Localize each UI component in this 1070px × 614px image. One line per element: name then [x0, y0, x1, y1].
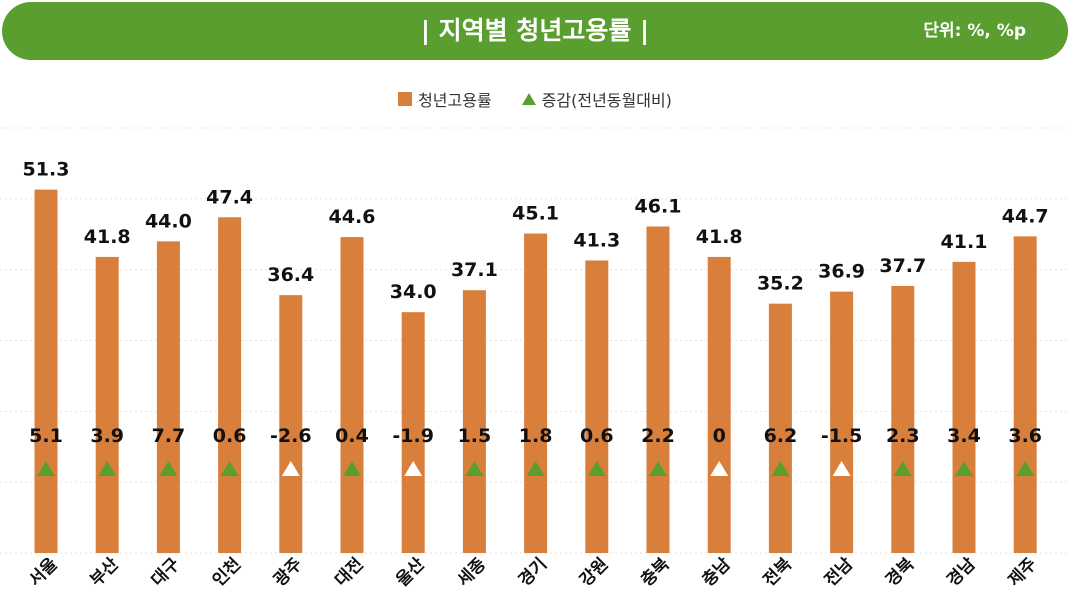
triangle-outline-icon	[404, 461, 423, 476]
triangle-outline-icon	[281, 461, 300, 476]
bar-11	[646, 226, 670, 554]
change-value-label: 3.6	[1008, 425, 1042, 447]
bar-value-label: 47.4	[206, 186, 253, 208]
change-value-label: 3.4	[947, 425, 981, 447]
triangle-up-icon	[220, 461, 239, 476]
bar-value-label: 44.0	[145, 210, 192, 232]
legend-swatch-rate	[398, 92, 413, 106]
change-value-label: 1.5	[458, 425, 492, 447]
category-label: 충남	[698, 554, 735, 591]
category-label: 전남	[821, 554, 858, 591]
triangle-up-icon	[771, 461, 790, 476]
change-value-label: -2.6	[270, 425, 312, 447]
change-value-label: 2.2	[641, 425, 675, 447]
legend-item-change: 증감(전년동월대비)	[521, 87, 672, 111]
legend-label-rate: 청년고용률	[418, 91, 492, 110]
legend-label-change: 증감(전년동월대비)	[541, 91, 672, 110]
bar-14	[830, 291, 854, 553]
change-value-label: 2.3	[886, 425, 920, 447]
change-value-label: 0.6	[213, 425, 247, 447]
bar-value-label: 41.3	[573, 229, 620, 251]
bar-value-label: 44.7	[1002, 205, 1049, 227]
triangle-up-icon	[98, 461, 117, 476]
triangle-up-icon	[37, 461, 55, 476]
category-label: 서울	[25, 554, 62, 591]
change-value-label: 0.6	[580, 425, 614, 447]
category-label: 대전	[331, 554, 367, 590]
triangle-up-icon	[893, 461, 912, 476]
bar-9	[524, 233, 548, 553]
category-label: 충북	[637, 554, 674, 591]
bar-5	[279, 295, 303, 553]
change-value-label: 0	[713, 425, 726, 447]
change-value-label: 6.2	[764, 425, 798, 447]
category-label: 경북	[882, 554, 919, 591]
bar-value-label: 45.1	[512, 203, 559, 225]
bar-10	[585, 260, 609, 553]
bar-2	[95, 256, 119, 553]
change-value-label: 7.7	[152, 425, 186, 447]
bar-17	[1013, 236, 1037, 553]
legend-item-rate: 청년고용률	[398, 87, 492, 111]
bar-value-label: 35.2	[757, 273, 804, 295]
triangle-up-icon	[587, 461, 606, 476]
chart-title: | 지역별 청년고용률 |	[420, 16, 650, 45]
bar-value-label: 41.8	[84, 226, 131, 248]
category-label: 제주	[1004, 554, 1041, 591]
legend: 청년고용률 증감(전년동월대비)	[0, 86, 1070, 112]
bar-value-label: 34.0	[390, 281, 437, 303]
change-value-label: 5.1	[29, 425, 63, 447]
bar-value-label: 37.1	[451, 259, 498, 281]
bar-3	[156, 241, 180, 554]
bar-7	[401, 312, 425, 553]
category-label: 인천	[209, 554, 245, 590]
triangle-up-icon	[1016, 461, 1035, 476]
change-value-label: -1.9	[392, 425, 434, 447]
triangle-up-icon	[955, 461, 973, 476]
triangle-up-icon	[521, 93, 536, 105]
bar-16	[952, 261, 976, 553]
change-value-label: 3.9	[90, 425, 124, 447]
bar-6	[340, 237, 364, 554]
category-label: 강원	[576, 554, 612, 590]
unit-label: 단위: %, %p	[923, 21, 1026, 41]
bar-value-label: 41.1	[941, 231, 988, 253]
category-label: 경남	[943, 554, 980, 591]
triangle-up-icon	[526, 461, 545, 476]
bar-value-label: 51.3	[23, 159, 70, 181]
title-banner: | 지역별 청년고용률 | 단위: %, %p	[2, 2, 1068, 60]
triangle-up-icon	[343, 461, 361, 476]
bar-value-label: 41.8	[696, 226, 743, 248]
change-value-label: 0.4	[335, 425, 369, 447]
bar-12	[707, 256, 731, 553]
category-label: 광주	[270, 554, 307, 591]
triangle-outline-icon	[710, 461, 729, 476]
bar-13	[768, 303, 792, 553]
bar-1	[34, 189, 58, 553]
bar-value-label: 44.6	[329, 206, 376, 228]
category-label: 대구	[148, 554, 185, 591]
change-value-label: -1.5	[821, 425, 863, 447]
triangle-up-icon	[159, 461, 178, 476]
category-label: 부산	[86, 554, 123, 591]
bar-value-label: 36.9	[818, 261, 865, 283]
category-label: 전북	[760, 554, 797, 591]
bar-15	[891, 285, 915, 553]
category-label: 세종	[454, 554, 491, 591]
triangle-up-icon	[649, 461, 667, 476]
bar-value-label: 46.1	[635, 195, 682, 217]
triangle-outline-icon	[832, 461, 851, 476]
bar-value-label: 37.7	[879, 255, 926, 277]
bar-value-label: 36.4	[267, 264, 314, 286]
bar-4	[218, 217, 242, 553]
bar-8	[462, 290, 486, 553]
category-label: 울산	[392, 554, 429, 591]
triangle-up-icon	[465, 461, 484, 476]
change-value-label: 1.8	[519, 425, 553, 447]
category-label: 경기	[515, 554, 551, 590]
